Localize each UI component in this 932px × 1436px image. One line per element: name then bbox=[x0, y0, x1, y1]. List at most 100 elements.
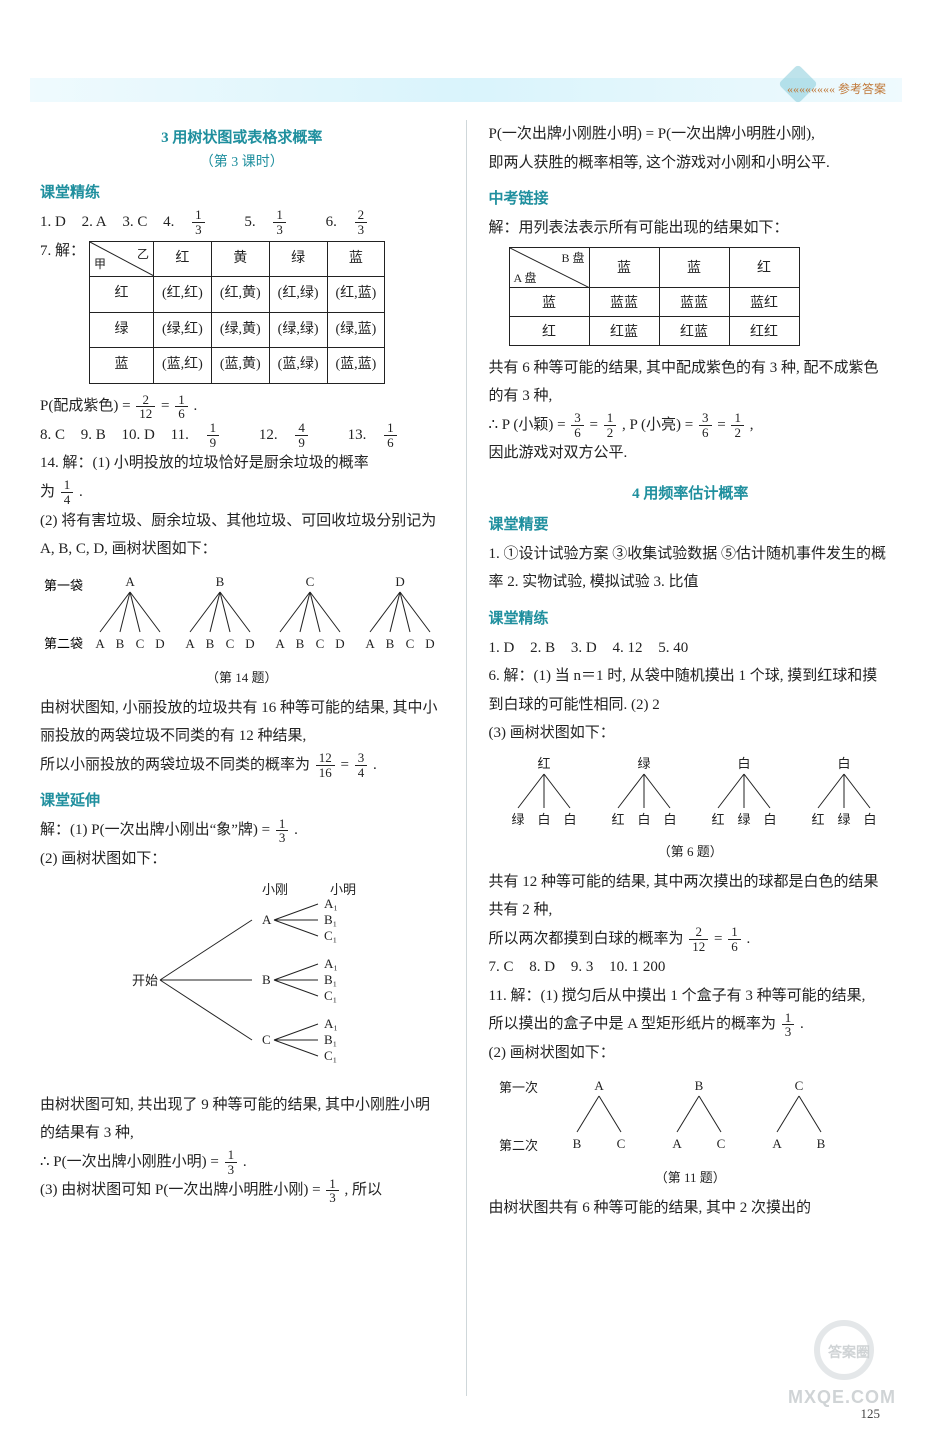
svg-text:绿: 绿 bbox=[737, 812, 750, 827]
svg-text:第一次: 第一次 bbox=[499, 1080, 538, 1095]
classwork-heading-right: 课堂精练 bbox=[489, 607, 893, 628]
svg-text:第二袋: 第二袋 bbox=[44, 636, 83, 651]
svg-text:C: C bbox=[262, 1032, 271, 1047]
svg-text:B: B bbox=[262, 972, 271, 987]
tree-group-icon: A ABCD B ABCD C ABCD D bbox=[95, 574, 434, 651]
svg-text:C₁: C₁ bbox=[324, 988, 337, 1003]
svg-text:D: D bbox=[395, 574, 404, 589]
svg-text:C: C bbox=[306, 574, 315, 589]
svg-text:C₁: C₁ bbox=[324, 928, 337, 943]
svg-text:D: D bbox=[155, 636, 164, 651]
svg-text:C: C bbox=[406, 636, 415, 651]
svg-text:A: A bbox=[95, 636, 105, 651]
svg-text:C: C bbox=[616, 1136, 625, 1151]
svg-text:白: 白 bbox=[837, 756, 850, 771]
svg-text:小明: 小明 bbox=[330, 882, 356, 897]
answers-row-4: 7. C 8. D 9. 3 10. 1 200 bbox=[489, 953, 893, 982]
svg-text:A: A bbox=[594, 1078, 604, 1093]
q11-p1: 11. 解：(1) 搅匀后从中摸出 1 个盒子有 3 种等可能的结果, bbox=[489, 982, 893, 1011]
ans-9: 9. B bbox=[81, 427, 106, 443]
svg-text:D: D bbox=[245, 636, 254, 651]
q11-p3: (2) 画树状图如下： bbox=[489, 1039, 893, 1068]
svg-text:白: 白 bbox=[763, 812, 776, 827]
ans-8: 8. C bbox=[40, 427, 65, 443]
svg-text:A₁: A₁ bbox=[324, 956, 338, 971]
table-row: 蓝(蓝,红)(蓝,黄)(蓝,绿)(蓝,蓝) bbox=[90, 348, 385, 384]
q11-tree-diagram: 第一次 第二次 A BC B AC C AB bbox=[489, 1074, 893, 1186]
svg-text:红: 红 bbox=[811, 812, 824, 827]
q6-p4: 所以两次都摸到白球的概率为 212 = 16 . bbox=[489, 925, 893, 954]
svg-text:B: B bbox=[206, 636, 215, 651]
q11-p4: 由树状图共有 6 种等可能的结果, 其中 2 次摸出的 bbox=[489, 1194, 893, 1223]
svg-text:A: A bbox=[262, 912, 272, 927]
q14-tree-diagram: 第一袋 第二袋 A ABCD B ABCD C bbox=[40, 570, 444, 686]
q6-tree-diagram: 红 绿白白 绿 红白白 白 红绿白 白 bbox=[489, 754, 893, 860]
table-row: 乙 甲 红 黄 绿 蓝 bbox=[90, 241, 385, 277]
svg-text:开始: 开始 bbox=[132, 973, 158, 988]
svg-text:A: A bbox=[772, 1136, 782, 1151]
ext-p4: ∴ P(一次出牌小刚胜小明) = 13 . bbox=[40, 1148, 444, 1177]
svg-text:C₁: C₁ bbox=[324, 1048, 337, 1063]
table-row: B 盘 A 盘 蓝 蓝 红 bbox=[509, 247, 799, 287]
section-4-title: 4 用频率估计概率 bbox=[489, 482, 893, 503]
table-row: 绿(绿,红)(绿,黄)(绿,绿)(绿,蓝) bbox=[90, 312, 385, 348]
section-3-title: 3 用树状图或表格求概率 bbox=[40, 126, 444, 147]
ans-12: 12. 49 bbox=[259, 427, 332, 443]
svg-text:B: B bbox=[816, 1136, 825, 1151]
svg-text:A: A bbox=[185, 636, 195, 651]
r-top-p1: P(一次出牌小刚胜小明) = P(一次出牌小明胜小刚), bbox=[489, 120, 893, 149]
ext-p5: (3) 由树状图可知 P(一次出牌小明胜小刚) = 13 , 所以 bbox=[40, 1176, 444, 1205]
link-p1: 解：用列表法表示所有可能出现的结果如下： bbox=[489, 214, 893, 243]
r-top-p2: 即两人获胜的概率相等, 这个游戏对小刚和小明公平. bbox=[489, 149, 893, 178]
svg-text:红: 红 bbox=[611, 812, 624, 827]
classwork-heading-left: 课堂精练 bbox=[40, 181, 444, 202]
svg-text:绿: 绿 bbox=[637, 756, 650, 771]
diag-header-cell: 乙 甲 bbox=[90, 241, 154, 277]
svg-text:白: 白 bbox=[663, 812, 676, 827]
svg-text:B₁: B₁ bbox=[324, 1032, 337, 1047]
ans-4: 4. 13 bbox=[163, 214, 229, 230]
svg-text:D: D bbox=[425, 636, 434, 651]
svg-text:红: 红 bbox=[537, 756, 550, 771]
ans-3: 3. C bbox=[122, 214, 147, 230]
svg-text:B₁: B₁ bbox=[324, 972, 337, 987]
watermark-label: 答案圈 bbox=[828, 1342, 870, 1362]
page-number: 125 bbox=[861, 1406, 881, 1422]
q6-p3: 共有 12 种等可能的结果, 其中两次摸出的球都是白色的结果共有 2 种, bbox=[489, 868, 893, 925]
svg-text:第二次: 第二次 bbox=[499, 1138, 538, 1153]
q7-block: 7. 解： 乙 甲 红 黄 绿 蓝 红(红,红)(红,黄)(红,绿)(红,蓝) … bbox=[40, 237, 444, 392]
svg-text:A: A bbox=[275, 636, 285, 651]
svg-text:D: D bbox=[335, 636, 344, 651]
q11-p2: 所以摸出的盒子中是 A 型矩形纸片的概率为 13 . bbox=[489, 1010, 893, 1039]
link-p4: 因此游戏对双方公平. bbox=[489, 439, 893, 468]
ans-5: 5. 13 bbox=[244, 214, 310, 230]
ans-10: 10. D bbox=[122, 427, 155, 443]
svg-text:B: B bbox=[216, 574, 225, 589]
svg-text:A: A bbox=[672, 1136, 682, 1151]
column-separator bbox=[466, 120, 467, 1396]
svg-text:A₁: A₁ bbox=[324, 896, 338, 911]
svg-text:B₁: B₁ bbox=[324, 912, 337, 927]
svg-text:白: 白 bbox=[563, 812, 576, 827]
table-row: 红红蓝红蓝红红 bbox=[509, 316, 799, 345]
svg-text:红: 红 bbox=[711, 812, 724, 827]
svg-text:A: A bbox=[365, 636, 375, 651]
q7-conclusion: P(配成紫色) = 212 = 16 . bbox=[40, 392, 444, 421]
svg-text:白: 白 bbox=[637, 812, 650, 827]
q7-lead: 7. 解： bbox=[40, 237, 85, 266]
ans-2: 2. A bbox=[82, 214, 107, 230]
svg-text:A: A bbox=[125, 574, 135, 589]
ans-6: 6. 23 bbox=[326, 214, 392, 230]
svg-text:白: 白 bbox=[537, 812, 550, 827]
link-p3: ∴ P (小颖) = 36 = 12 , P (小亮) = 36 = 12 , bbox=[489, 411, 893, 440]
link-p2: 共有 6 种等可能的结果, 其中配成紫色的有 3 种, 配不成紫色的有 3 种, bbox=[489, 354, 893, 411]
link-table: B 盘 A 盘 蓝 蓝 红 蓝蓝蓝蓝蓝蓝红 红红蓝红蓝红红 bbox=[509, 247, 800, 346]
ext-tree-diagram: 小刚 小明 开始 A B C A₁B₁C₁ bbox=[40, 880, 444, 1085]
ans-11: 11. 19 bbox=[171, 427, 243, 443]
header-chevron-label: «««««««« 参考答案 bbox=[787, 80, 886, 97]
svg-text:白: 白 bbox=[863, 812, 876, 827]
lesson-subtitle: （第 3 课时） bbox=[40, 151, 444, 171]
answers-row-3: 1. D 2. B 3. D 4. 12 5. 40 bbox=[489, 634, 893, 663]
q14-part1b: 为 14 . bbox=[40, 478, 444, 507]
right-column: P(一次出牌小刚胜小明) = P(一次出牌小明胜小刚), 即两人获胜的概率相等,… bbox=[489, 120, 893, 1396]
